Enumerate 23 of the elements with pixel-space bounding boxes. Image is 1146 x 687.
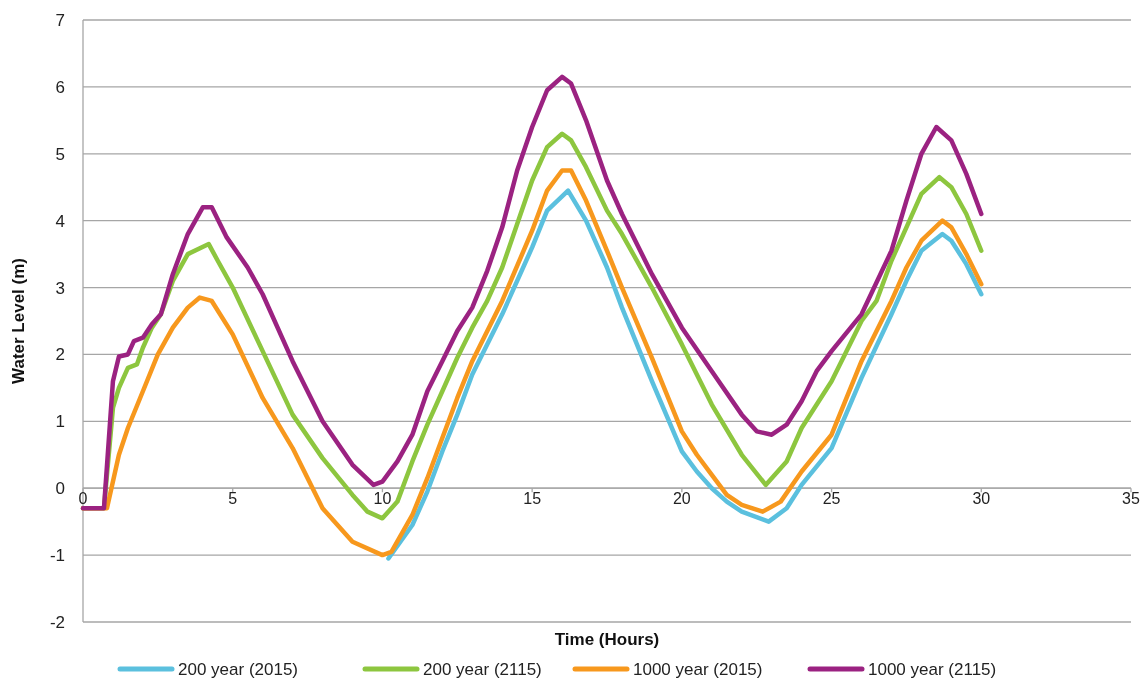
x-tick-label: 15 [523, 490, 542, 508]
x-tick-label: 0 [78, 490, 88, 508]
legend-label: 200 year (2015) [178, 660, 299, 679]
y-tick-label: 1 [55, 412, 65, 432]
x-tick-label: 30 [972, 490, 991, 508]
y-tick-label: 6 [55, 77, 65, 97]
y-tick-label: -2 [49, 613, 65, 632]
x-tick-label: 25 [822, 490, 841, 508]
x-tick-label: 35 [1122, 490, 1140, 508]
x-axis-title: Time (Hours) [554, 630, 660, 649]
y-tick-label: 3 [55, 278, 65, 298]
y-tick-label: 2 [55, 345, 65, 365]
y-tick-label: 7 [55, 11, 65, 30]
y-tick-label: 4 [55, 211, 65, 231]
y-tick-label: -1 [49, 546, 65, 566]
x-tick-label: 20 [672, 490, 691, 508]
legend-label: 200 year (2115) [423, 660, 542, 679]
legend-label: 1000 year (2015) [633, 660, 763, 679]
legend-label: 1000 year (2115) [868, 660, 997, 679]
x-tick-label: 10 [373, 490, 392, 508]
y-axis-title: Water Level (m) [9, 258, 28, 384]
x-tick-label: 5 [228, 490, 238, 508]
y-tick-label: 5 [55, 144, 65, 164]
